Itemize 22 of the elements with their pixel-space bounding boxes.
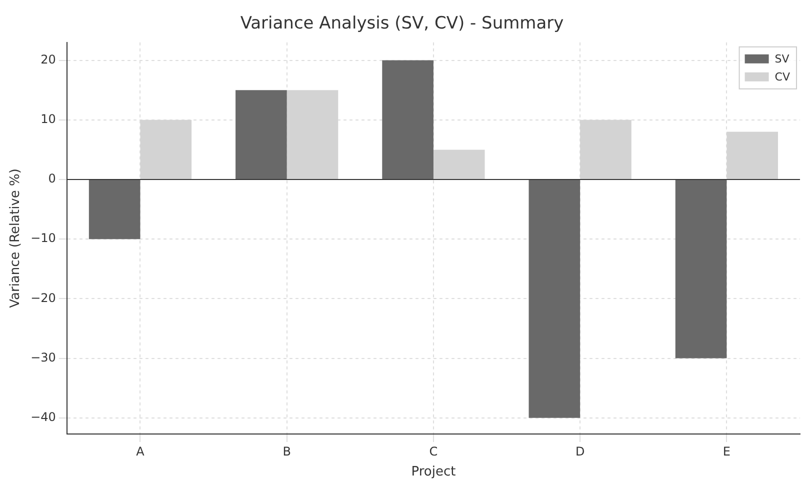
bar [528,180,580,418]
y-tick-label: −30 [30,350,56,364]
x-tick-label: B [282,444,291,458]
y-tick-label: 0 [48,172,56,186]
y-tick-label: −20 [30,290,56,305]
bar [382,60,434,179]
y-tick-label: 10 [40,112,56,126]
y-tick-label: −10 [30,231,56,246]
legend-label: CV [774,70,790,84]
bar [675,180,727,358]
y-axis-title: Variance (Relative %) [8,168,24,308]
y-tick-label: −40 [30,410,56,424]
y-tick-label: 20 [40,52,56,66]
bar [88,180,140,240]
bar [236,90,287,179]
x-tick-label: C [429,444,438,458]
legend-label: SV [774,52,790,66]
x-axis-title: Project [411,464,456,480]
chart-title: Variance Analysis (SV, CV) - Summary [240,14,564,34]
x-tick-label: D [575,444,585,458]
x-tick-label: A [136,444,146,458]
x-tick-label: E [722,444,730,458]
